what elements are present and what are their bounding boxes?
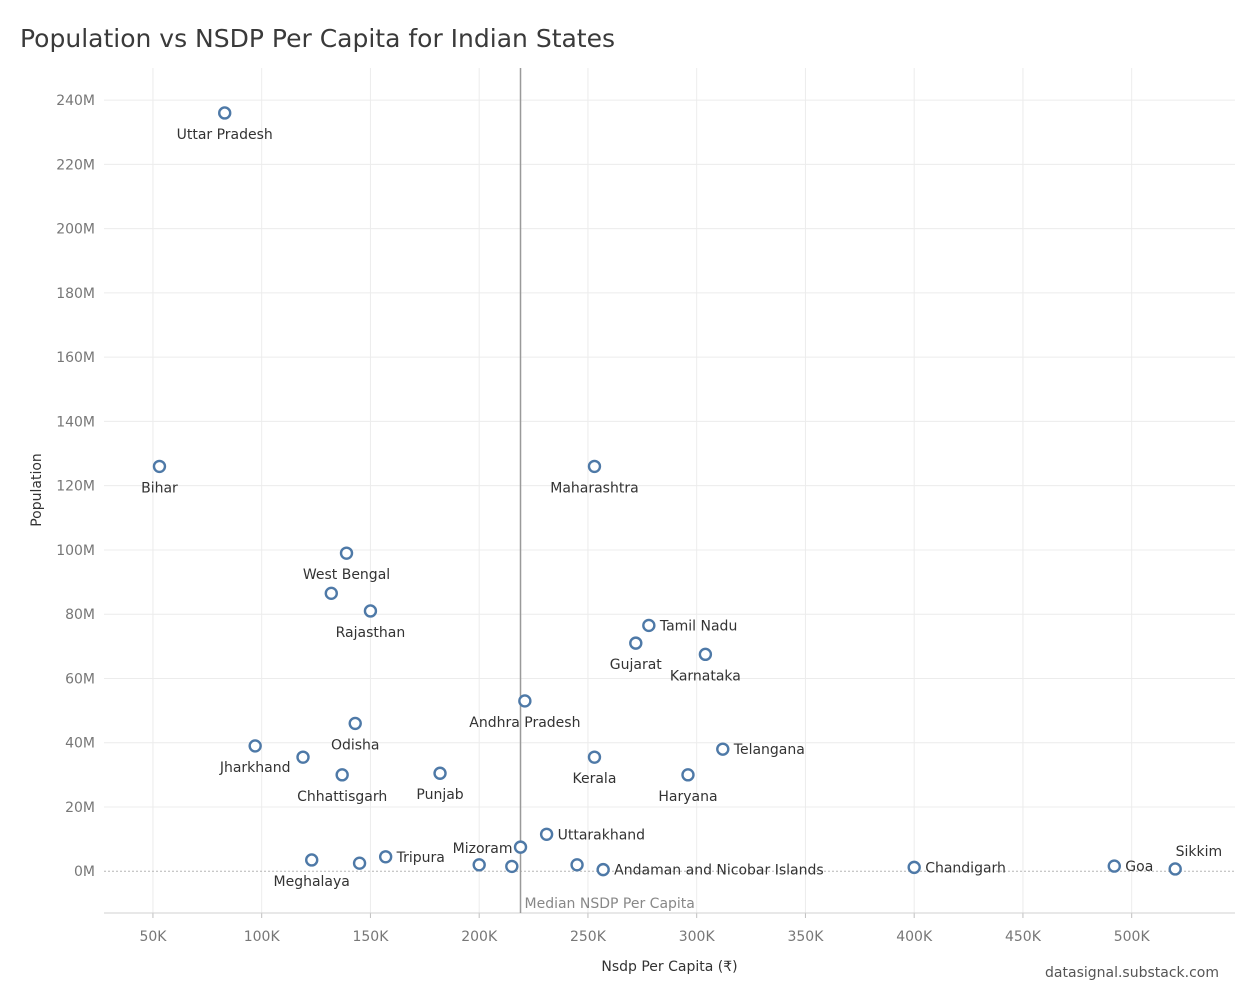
data-label-tamil-nadu: Tamil Nadu — [659, 618, 738, 634]
data-point-rajasthan — [363, 604, 378, 618]
data-point-telangana — [716, 742, 730, 756]
data-label-chandigarh: Chandigarh — [925, 860, 1006, 876]
y-axis-title: Population — [29, 453, 45, 527]
data-point-uttarakhand — [539, 827, 554, 841]
y-tick-label: 80M — [65, 607, 95, 623]
data-label-gujarat: Gujarat — [610, 657, 663, 673]
x-tick-label: 100K — [244, 929, 281, 945]
y-tick-label: 60M — [65, 671, 95, 687]
x-tick-label: 350K — [787, 929, 824, 945]
x-tick-label: 250K — [570, 929, 607, 945]
x-tick-label: 500K — [1114, 929, 1151, 945]
grid-lines — [104, 68, 1235, 913]
data-point-punjab — [433, 766, 447, 780]
data-point-mizoram — [513, 840, 528, 854]
y-tick-label: 240M — [56, 93, 95, 109]
data-label-tripura: Tripura — [396, 850, 445, 866]
y-tick-label: 0M — [74, 864, 95, 880]
data-label-andaman-and-nicobar-islands: Andaman and Nicobar Islands — [614, 863, 824, 879]
data-label-punjab: Punjab — [416, 787, 463, 803]
data-point-gujarat — [629, 636, 643, 650]
data-point-jharkhand — [248, 739, 262, 753]
data-label-odisha: Odisha — [331, 737, 380, 753]
data-point-west-bengal — [339, 546, 354, 560]
data-label-maharashtra: Maharashtra — [550, 480, 638, 496]
y-tick-label: 220M — [56, 157, 95, 173]
data-point-tripura — [378, 850, 393, 864]
y-tick-label: 180M — [56, 286, 95, 302]
y-tick-label: 120M — [56, 479, 95, 495]
data-label-kerala: Kerala — [573, 771, 617, 787]
y-tick-label: 40M — [65, 736, 95, 752]
data-label-mizoram: Mizoram — [453, 841, 513, 857]
data-point-unlabeled — [352, 856, 367, 870]
data-label-karnataka: Karnataka — [670, 668, 741, 684]
x-axis-ticks: 50K 100K 150K 200K 250K 300K 350K 400K 450K 500K — [139, 913, 1150, 945]
data-label-chhattisgarh: Chhattisgarh — [297, 789, 387, 805]
data-point-unlabeled — [505, 859, 519, 874]
data-point-tamil-nadu — [642, 618, 656, 633]
source-credit: datasignal.substack.com — [1045, 965, 1219, 981]
data-point-kerala — [587, 750, 602, 764]
x-tick-label: 400K — [896, 929, 933, 945]
data-label-uttarakhand: Uttarakhand — [558, 827, 645, 843]
data-point-unlabeled — [324, 586, 338, 601]
y-tick-label: 140M — [56, 414, 95, 430]
data-point-meghalaya — [305, 853, 319, 867]
x-tick-label: 300K — [679, 929, 716, 945]
x-tick-label: 200K — [461, 929, 498, 945]
data-point-chhattisgarh — [335, 768, 349, 782]
x-axis-title: Nsdp Per Capita (₹) — [601, 959, 737, 975]
data-label-andhra-pradesh: Andhra Pradesh — [469, 715, 580, 731]
data-point-unlabeled — [472, 858, 486, 872]
data-label-haryana: Haryana — [658, 789, 717, 805]
x-tick-label: 150K — [352, 929, 389, 945]
data-label-telangana: Telangana — [733, 742, 805, 758]
x-tick-label: 450K — [1005, 929, 1042, 945]
data-point-andhra-pradesh — [518, 694, 532, 708]
x-tick-label: 50K — [139, 929, 167, 945]
point-labels: Uttar Pradesh Bihar Maharashtra West Bengal… — [141, 127, 1222, 890]
y-tick-label: 200M — [56, 222, 95, 238]
y-tick-label: 100M — [56, 543, 95, 559]
data-point-maharashtra — [587, 459, 602, 474]
y-tick-label: 20M — [65, 800, 95, 816]
data-point-odisha — [348, 716, 362, 731]
data-label-uttar-pradesh: Uttar Pradesh — [177, 127, 273, 143]
y-axis-ticks: 0M 20M 40M 60M 80M 100M 120M 140M 160M 180M 200M 22… — [56, 93, 95, 880]
data-label-bihar: Bihar — [141, 480, 178, 496]
y-tick-label: 160M — [56, 350, 95, 366]
data-point-uttar-pradesh — [218, 106, 232, 120]
data-point-haryana — [681, 768, 695, 782]
data-point-goa — [1107, 859, 1121, 873]
data-label-goa: Goa — [1125, 859, 1153, 875]
chart-title: Population vs NSDP Per Capita for Indian… — [20, 24, 616, 53]
median-reference-label: Median NSDP Per Capita — [525, 896, 695, 912]
data-label-sikkim: Sikkim — [1176, 844, 1223, 860]
data-point-unlabeled — [296, 750, 310, 764]
data-point-karnataka — [698, 647, 713, 662]
data-points — [152, 106, 1182, 877]
data-point-sikkim — [1168, 862, 1182, 876]
data-label-west-bengal: West Bengal — [303, 567, 390, 583]
data-point-unlabeled — [570, 858, 584, 872]
data-point-bihar — [152, 459, 167, 474]
data-label-meghalaya: Meghalaya — [274, 874, 350, 890]
data-point-andaman-and-nicobar-islands — [596, 862, 610, 877]
data-point-chandigarh — [907, 860, 921, 875]
data-label-rajasthan: Rajasthan — [336, 625, 406, 641]
data-label-jharkhand: Jharkhand — [219, 760, 291, 776]
